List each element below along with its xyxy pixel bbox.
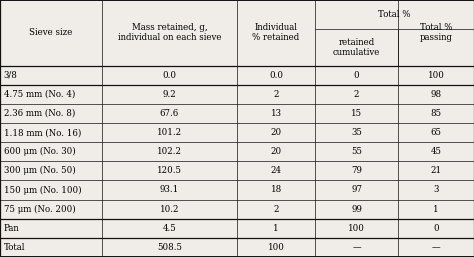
Text: Total %: Total % — [378, 10, 411, 19]
Text: 120.5: 120.5 — [157, 166, 182, 175]
Text: 0.0: 0.0 — [163, 71, 176, 80]
Text: Pan: Pan — [4, 224, 19, 233]
Text: Total %
passing: Total % passing — [419, 23, 453, 42]
Text: 2: 2 — [354, 90, 359, 99]
Text: 102.2: 102.2 — [157, 147, 182, 156]
Text: 101.2: 101.2 — [157, 128, 182, 137]
Text: 45: 45 — [430, 147, 442, 156]
Text: Total: Total — [4, 243, 25, 252]
Text: 55: 55 — [351, 147, 362, 156]
Text: 99: 99 — [351, 205, 362, 214]
Text: 3/8: 3/8 — [4, 71, 18, 80]
Text: 15: 15 — [351, 109, 362, 118]
Text: 4.75 mm (No. 4): 4.75 mm (No. 4) — [4, 90, 75, 99]
Text: 4.5: 4.5 — [163, 224, 176, 233]
Text: 93.1: 93.1 — [160, 186, 179, 195]
Text: 97: 97 — [351, 186, 362, 195]
Text: 10.2: 10.2 — [160, 205, 179, 214]
Text: 150 μm (No. 100): 150 μm (No. 100) — [4, 185, 82, 195]
Text: 67.6: 67.6 — [160, 109, 179, 118]
Text: Mass retained, g,
individual on each sieve: Mass retained, g, individual on each sie… — [118, 23, 221, 42]
Text: 0.0: 0.0 — [269, 71, 283, 80]
Text: 75 μm (No. 200): 75 μm (No. 200) — [4, 205, 75, 214]
Text: 100: 100 — [348, 224, 365, 233]
Text: 9.2: 9.2 — [163, 90, 176, 99]
Text: 79: 79 — [351, 166, 362, 175]
Text: 300 μm (No. 50): 300 μm (No. 50) — [4, 166, 75, 176]
Text: retained
cumulative: retained cumulative — [333, 38, 380, 57]
Text: —: — — [432, 243, 440, 252]
Text: 508.5: 508.5 — [157, 243, 182, 252]
Text: 2: 2 — [273, 90, 279, 99]
Text: 1: 1 — [273, 224, 279, 233]
Text: 100: 100 — [268, 243, 284, 252]
Text: 65: 65 — [430, 128, 442, 137]
Text: 85: 85 — [430, 109, 442, 118]
Text: 20: 20 — [271, 147, 282, 156]
Text: 2.36 mm (No. 8): 2.36 mm (No. 8) — [4, 109, 75, 118]
Text: 0: 0 — [354, 71, 359, 80]
Text: 24: 24 — [271, 166, 282, 175]
Text: —: — — [352, 243, 361, 252]
Text: 21: 21 — [430, 166, 442, 175]
Text: 13: 13 — [271, 109, 282, 118]
Text: 1.18 mm (No. 16): 1.18 mm (No. 16) — [4, 128, 81, 137]
Text: 18: 18 — [271, 186, 282, 195]
Text: 35: 35 — [351, 128, 362, 137]
Text: 100: 100 — [428, 71, 445, 80]
Text: 0: 0 — [433, 224, 439, 233]
Text: Individual
% retained: Individual % retained — [253, 23, 300, 42]
Text: 3: 3 — [433, 186, 439, 195]
Text: 1: 1 — [433, 205, 439, 214]
Text: 2: 2 — [273, 205, 279, 214]
Text: 600 μm (No. 30): 600 μm (No. 30) — [4, 147, 75, 156]
Text: Sieve size: Sieve size — [29, 28, 73, 37]
Text: 20: 20 — [271, 128, 282, 137]
Text: 98: 98 — [430, 90, 442, 99]
